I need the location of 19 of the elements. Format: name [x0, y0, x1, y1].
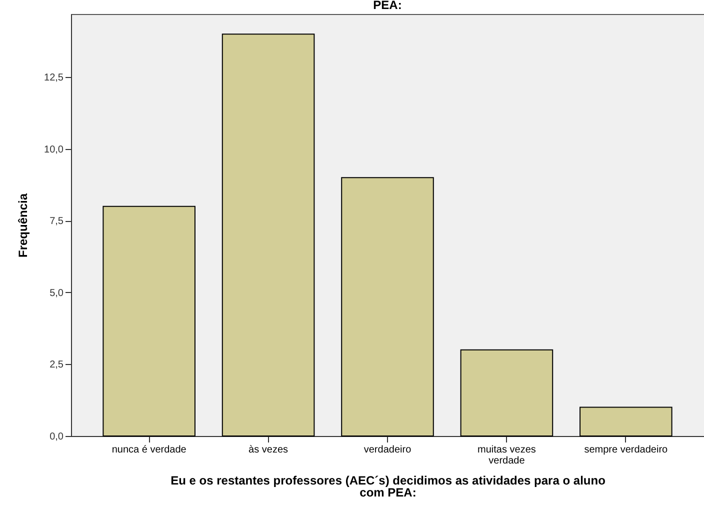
y-tick-label: 2,5: [50, 360, 64, 371]
y-tick-label: 7,5: [50, 216, 64, 228]
bar: [102, 206, 196, 436]
y-axis-title: Frequência: [16, 193, 30, 258]
y-tick-label: 5,0: [50, 288, 64, 299]
y-tick-label: 12,5: [44, 72, 64, 84]
y-tick-label: 10,0: [44, 144, 64, 156]
x-tick-label: nunca é verdade: [112, 444, 187, 456]
bar: [460, 349, 554, 436]
x-tick-label: sempre verdadeiro: [584, 444, 668, 456]
x-tick-label: às vezes: [248, 444, 288, 456]
bar: [580, 406, 672, 436]
bar: [222, 34, 315, 436]
chart-title: PEA:: [373, 0, 402, 12]
x-axis-title: Eu e os restantes professores (AEC´s) decidimos as atividades para o aluno com PEA:: [170, 474, 606, 500]
x-tick-label: verdadeiro: [364, 444, 412, 456]
y-tick-label: 0,0: [50, 432, 64, 442]
x-tick-label: muitas vezes verdade: [478, 444, 536, 466]
bar: [341, 177, 434, 436]
